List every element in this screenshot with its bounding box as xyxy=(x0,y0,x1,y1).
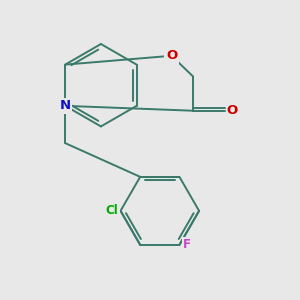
Text: O: O xyxy=(226,104,238,117)
Text: Cl: Cl xyxy=(106,204,118,218)
Text: F: F xyxy=(183,238,191,251)
Text: O: O xyxy=(166,49,177,62)
Text: N: N xyxy=(60,99,71,112)
